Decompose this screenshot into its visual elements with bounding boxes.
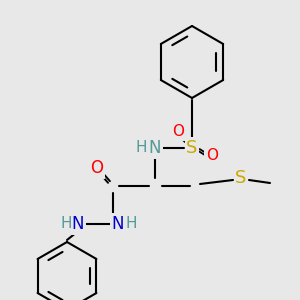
Text: H: H xyxy=(135,140,147,155)
Text: O: O xyxy=(206,148,218,164)
Text: N: N xyxy=(112,215,124,233)
Text: H: H xyxy=(125,217,137,232)
Text: S: S xyxy=(235,169,247,187)
Text: S: S xyxy=(186,139,198,157)
Text: H: H xyxy=(60,217,72,232)
Text: N: N xyxy=(72,215,84,233)
Text: O: O xyxy=(91,159,103,177)
Text: N: N xyxy=(149,139,161,157)
Text: O: O xyxy=(172,124,184,140)
